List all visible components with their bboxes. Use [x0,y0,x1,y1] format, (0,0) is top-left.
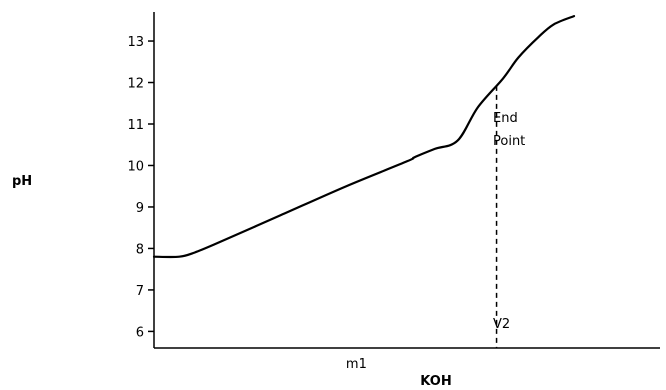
y-tick-label-11: 11 [127,118,144,133]
x-axis: m1 [154,347,660,372]
annotation-v2: V2 [493,317,510,332]
x-tick-label-m1: m1 [346,357,367,372]
y-tick-label-9: 9 [136,201,144,216]
y-tick-label-6: 6 [136,325,144,340]
y-axis: 6 7 8 9 10 11 12 13 [127,12,155,348]
y-tick-label-13: 13 [127,35,144,50]
y-tick-label-8: 8 [136,242,144,257]
y-axis-title: pH [12,174,32,189]
x-axis-title: KOH [420,374,451,389]
y-tick-label-7: 7 [136,284,144,299]
y-tick-label-10: 10 [127,159,144,174]
ph-curve [152,15,576,259]
y-ticks: 6 7 8 9 10 11 12 13 [127,35,154,340]
y-tick-label-12: 12 [127,77,144,92]
annotation-point: Point [493,134,525,149]
annotation-end: End [493,111,518,126]
